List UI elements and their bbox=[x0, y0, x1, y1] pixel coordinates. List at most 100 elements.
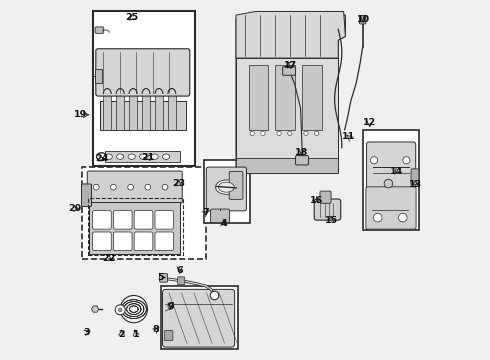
Bar bbox=[236, 58, 338, 173]
Bar bbox=[116, 94, 124, 130]
Ellipse shape bbox=[117, 154, 124, 159]
Text: 4: 4 bbox=[220, 219, 227, 228]
Text: 13: 13 bbox=[409, 180, 422, 189]
Text: 12: 12 bbox=[363, 118, 376, 127]
Text: 21: 21 bbox=[141, 153, 154, 162]
FancyBboxPatch shape bbox=[134, 211, 153, 229]
FancyBboxPatch shape bbox=[163, 289, 235, 347]
Text: 15: 15 bbox=[324, 216, 338, 225]
Text: 23: 23 bbox=[172, 179, 185, 188]
Bar bbox=[95, 69, 102, 83]
Text: 3: 3 bbox=[83, 328, 89, 337]
Ellipse shape bbox=[140, 154, 147, 159]
FancyBboxPatch shape bbox=[113, 232, 132, 251]
Bar bbox=[236, 158, 338, 173]
Ellipse shape bbox=[151, 154, 158, 159]
Text: 16: 16 bbox=[310, 196, 323, 205]
FancyBboxPatch shape bbox=[283, 67, 295, 75]
Bar bbox=[93, 12, 195, 166]
FancyBboxPatch shape bbox=[367, 142, 416, 189]
FancyBboxPatch shape bbox=[366, 187, 416, 229]
Circle shape bbox=[398, 213, 407, 222]
Polygon shape bbox=[236, 15, 345, 173]
Bar bbox=[161, 286, 238, 348]
Circle shape bbox=[261, 131, 265, 135]
Text: 18: 18 bbox=[295, 148, 308, 157]
Circle shape bbox=[304, 131, 308, 135]
FancyBboxPatch shape bbox=[93, 232, 111, 251]
Circle shape bbox=[111, 184, 116, 190]
Bar bbox=[364, 130, 419, 230]
Bar bbox=[88, 198, 183, 255]
Text: 24: 24 bbox=[95, 154, 108, 163]
Bar bbox=[129, 94, 137, 130]
Text: 25: 25 bbox=[125, 13, 139, 22]
FancyBboxPatch shape bbox=[134, 232, 153, 251]
Circle shape bbox=[288, 131, 292, 135]
Text: 2: 2 bbox=[118, 330, 125, 339]
Circle shape bbox=[119, 308, 122, 312]
Circle shape bbox=[115, 305, 125, 315]
Circle shape bbox=[145, 184, 151, 190]
FancyBboxPatch shape bbox=[93, 211, 111, 229]
Circle shape bbox=[210, 291, 219, 300]
FancyBboxPatch shape bbox=[155, 211, 173, 229]
Bar bbox=[168, 94, 176, 130]
Bar bbox=[248, 65, 269, 130]
Text: 5: 5 bbox=[157, 273, 164, 282]
Text: 10: 10 bbox=[357, 15, 370, 24]
Ellipse shape bbox=[97, 153, 107, 161]
FancyBboxPatch shape bbox=[113, 211, 132, 229]
Bar bbox=[103, 94, 111, 130]
Bar bbox=[105, 151, 180, 162]
FancyBboxPatch shape bbox=[229, 171, 243, 199]
FancyBboxPatch shape bbox=[177, 277, 185, 285]
Bar bbox=[89, 202, 180, 253]
Circle shape bbox=[162, 184, 168, 190]
Ellipse shape bbox=[105, 154, 112, 159]
Ellipse shape bbox=[163, 154, 170, 159]
Bar bbox=[142, 94, 150, 130]
Text: 11: 11 bbox=[343, 132, 356, 141]
FancyBboxPatch shape bbox=[211, 209, 230, 223]
FancyBboxPatch shape bbox=[95, 27, 104, 33]
Bar bbox=[204, 160, 250, 223]
Text: 9: 9 bbox=[168, 302, 174, 311]
FancyBboxPatch shape bbox=[295, 156, 309, 165]
Text: 19: 19 bbox=[74, 110, 87, 119]
FancyBboxPatch shape bbox=[314, 199, 341, 220]
Circle shape bbox=[250, 131, 254, 135]
Ellipse shape bbox=[128, 154, 135, 159]
Circle shape bbox=[373, 213, 382, 222]
Bar bbox=[82, 167, 205, 259]
Bar bbox=[100, 101, 186, 130]
Text: 6: 6 bbox=[176, 266, 183, 275]
FancyBboxPatch shape bbox=[359, 15, 366, 24]
Circle shape bbox=[403, 157, 410, 164]
Text: 17: 17 bbox=[284, 61, 297, 70]
Text: 7: 7 bbox=[202, 208, 209, 217]
Circle shape bbox=[384, 179, 393, 188]
Circle shape bbox=[370, 157, 378, 164]
FancyBboxPatch shape bbox=[411, 169, 419, 185]
Text: 22: 22 bbox=[102, 254, 115, 263]
Polygon shape bbox=[236, 12, 345, 58]
Bar bbox=[275, 65, 295, 130]
FancyBboxPatch shape bbox=[320, 191, 331, 203]
Circle shape bbox=[93, 184, 99, 190]
Text: 1: 1 bbox=[133, 330, 139, 339]
Text: 14: 14 bbox=[390, 167, 403, 176]
Bar bbox=[155, 94, 163, 130]
FancyBboxPatch shape bbox=[155, 232, 173, 251]
FancyBboxPatch shape bbox=[160, 274, 168, 282]
Circle shape bbox=[315, 131, 319, 135]
Circle shape bbox=[128, 184, 133, 190]
FancyBboxPatch shape bbox=[206, 167, 246, 211]
Bar bbox=[302, 65, 322, 130]
FancyBboxPatch shape bbox=[87, 171, 182, 203]
FancyBboxPatch shape bbox=[96, 49, 190, 96]
Text: 8: 8 bbox=[153, 325, 159, 334]
Circle shape bbox=[168, 303, 173, 309]
Text: 20: 20 bbox=[68, 204, 81, 213]
Circle shape bbox=[277, 131, 281, 135]
